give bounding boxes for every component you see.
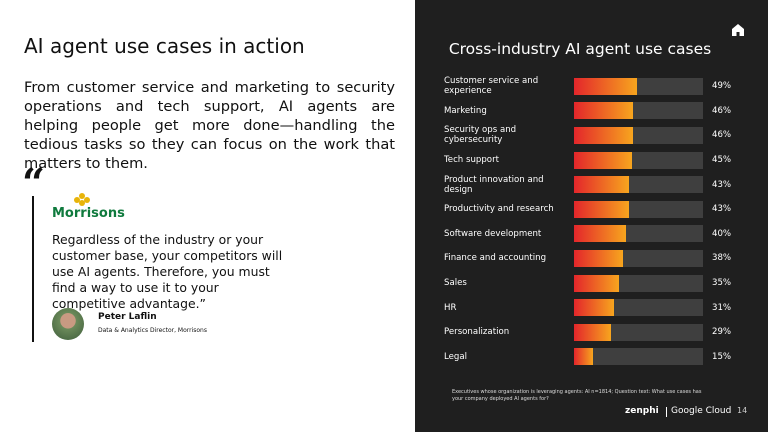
value-label: 38%	[712, 253, 732, 264]
bar	[574, 151, 633, 169]
bar-row: Tech support 45%	[444, 148, 731, 173]
bar-track	[574, 249, 703, 267]
bar-row: Security ops and cybersecurity 46%	[444, 123, 731, 148]
value-label: 29%	[712, 327, 732, 338]
avatar	[52, 308, 84, 340]
bar-row: Sales 35%	[444, 271, 731, 296]
body-text: From customer service and marketing to s…	[24, 79, 395, 172]
value-label: 43%	[712, 204, 732, 215]
category-label: Security ops and cybersecurity	[444, 125, 517, 146]
category-label: Tech support	[444, 155, 499, 166]
bar-track	[574, 77, 703, 95]
brand: zenphi	[625, 406, 659, 416]
bar-row: Product innovation and design 43%	[444, 172, 731, 197]
page-number: 14	[737, 406, 748, 415]
category-label: Software development	[444, 228, 542, 239]
bar-list: Customer service and experience 49% Market…	[444, 74, 731, 369]
chart-note: Executives whose organization is leverag…	[452, 389, 702, 402]
chart-title: Cross-industry AI agent use cases	[448, 40, 712, 58]
value-label: 15%	[712, 351, 732, 362]
bar-row: HR 31%	[444, 295, 731, 320]
value-label: 45%	[712, 155, 732, 166]
bar	[574, 200, 630, 218]
quote-rule	[32, 196, 34, 342]
value-label: 31%	[712, 302, 732, 313]
category-label: HR	[444, 302, 457, 313]
bar-row: Productivity and research 43%	[444, 197, 731, 222]
category-label: Productivity and research	[444, 204, 554, 215]
person-name: Peter Laflin	[98, 312, 157, 322]
category-label: Personalization	[444, 327, 510, 338]
bar-track	[574, 323, 703, 341]
value-label: 49%	[712, 81, 732, 92]
bar-row: Marketing 46%	[444, 99, 731, 124]
partner: Google Cloud	[671, 406, 732, 416]
value-label: 46%	[712, 105, 732, 116]
bar-row: Customer service and experience 49%	[444, 74, 731, 99]
value-label: 43%	[712, 179, 732, 190]
brand-divider	[666, 407, 667, 417]
value-label: 35%	[712, 278, 732, 289]
bar-track	[574, 102, 703, 120]
category-label: Sales	[444, 278, 467, 289]
bar	[574, 249, 624, 267]
bar-track	[574, 151, 703, 169]
bar-row: Software development 40%	[444, 222, 731, 247]
bar	[574, 102, 634, 120]
bar	[574, 323, 612, 341]
bar	[574, 348, 594, 366]
bar-track	[574, 274, 703, 292]
logo-flower	[74, 193, 90, 206]
quote-text: Regardless of the industry or your custo…	[52, 232, 283, 311]
bar	[574, 126, 634, 144]
category-label: Product innovation and design	[444, 174, 544, 195]
bar	[574, 176, 630, 194]
bar-track	[574, 348, 703, 366]
home-icon[interactable]	[731, 23, 745, 37]
category-label: Marketing	[444, 105, 487, 116]
value-label: 40%	[712, 228, 732, 239]
bar	[574, 225, 626, 243]
logo: Morrisons	[52, 206, 125, 221]
quote-mark: “	[22, 160, 46, 207]
person-role: Data & Analytics Director, Morrisons	[98, 327, 207, 334]
bar-row: Legal 15%	[444, 345, 731, 370]
bar-row: Finance and accounting 38%	[444, 246, 731, 271]
bar-track	[574, 176, 703, 194]
bar-track	[574, 200, 703, 218]
bar-track	[574, 126, 703, 144]
slide-title: AI agent use cases in action	[24, 34, 305, 58]
bar-row: Personalization 29%	[444, 320, 731, 345]
category-label: Finance and accounting	[444, 253, 547, 264]
bar-track	[574, 225, 703, 243]
value-label: 46%	[712, 130, 732, 141]
bar	[574, 77, 638, 95]
bar	[574, 274, 620, 292]
category-label: Customer service and experience	[444, 76, 539, 97]
category-label: Legal	[444, 351, 468, 362]
bar-track	[574, 299, 703, 317]
bar	[574, 299, 614, 317]
